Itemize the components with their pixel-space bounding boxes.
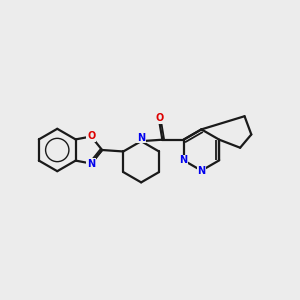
Text: O: O <box>155 113 164 124</box>
Text: N: N <box>179 155 188 165</box>
Text: N: N <box>87 158 95 169</box>
Text: N: N <box>197 166 206 176</box>
Text: N: N <box>137 133 145 142</box>
Text: O: O <box>87 131 95 142</box>
